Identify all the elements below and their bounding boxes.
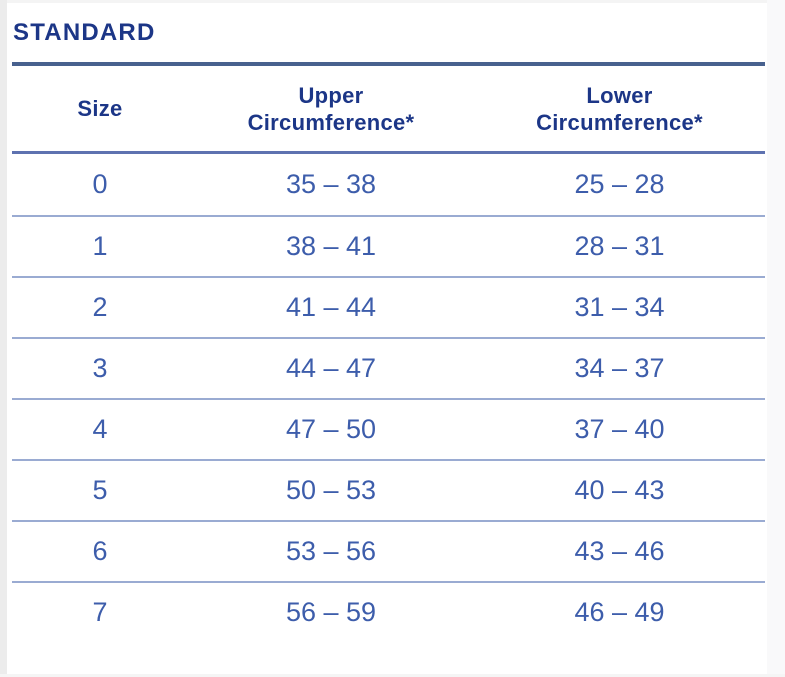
- header-label-line: Circumference*: [536, 109, 703, 135]
- cell-size: 5: [92, 475, 108, 505]
- cell-upper: 56 – 59: [285, 597, 377, 627]
- table-row: 5 50 – 53 40 – 43: [12, 459, 765, 520]
- table-row: 1 38 – 41 28 – 31: [12, 215, 765, 276]
- header-cell-lower-circumference: Lower Circumference*: [474, 82, 765, 136]
- table-row: 4 47 – 50 37 – 40: [12, 398, 765, 459]
- size-chart: STANDARD Size Upper Circumference* Lower…: [12, 0, 765, 642]
- table-row: 0 35 – 38 25 – 28: [12, 154, 765, 215]
- cell-size: 1: [92, 231, 108, 261]
- table-row: 6 53 – 56 43 – 46: [12, 520, 765, 581]
- cell-size: 4: [92, 414, 108, 444]
- cell-upper: 44 – 47: [285, 353, 377, 383]
- cell-upper: 35 – 38: [285, 169, 377, 199]
- title-rule: [12, 62, 765, 66]
- header-cell-size: Size: [12, 95, 188, 122]
- page-edge-left: [0, 0, 7, 677]
- cell-size: 3: [92, 353, 108, 383]
- cell-lower: 31 – 34: [574, 292, 665, 322]
- cell-upper: 47 – 50: [285, 414, 377, 444]
- cell-size: 6: [92, 536, 108, 566]
- header-cell-upper-circumference: Upper Circumference*: [188, 82, 474, 136]
- table-header-row: Size Upper Circumference* Lower Circumfe…: [12, 66, 765, 154]
- page-edge-top: [0, 0, 785, 3]
- cell-upper: 41 – 44: [285, 292, 377, 322]
- cell-lower: 34 – 37: [574, 353, 665, 383]
- header-label-line: Lower: [586, 82, 653, 108]
- cell-lower: 28 – 31: [574, 231, 665, 261]
- cell-upper: 38 – 41: [285, 231, 377, 261]
- cell-upper: 53 – 56: [285, 536, 377, 566]
- page-edge-right: [767, 0, 785, 677]
- cell-lower: 43 – 46: [574, 536, 665, 566]
- cell-lower: 25 – 28: [574, 169, 665, 199]
- page-edge-bottom: [0, 674, 785, 677]
- table-row: 3 44 – 47 34 – 37: [12, 337, 765, 398]
- cell-upper: 50 – 53: [285, 475, 377, 505]
- table-row: 7 56 – 59 46 – 49: [12, 581, 765, 642]
- header-label-line: Circumference*: [247, 109, 415, 135]
- cell-lower: 37 – 40: [574, 414, 665, 444]
- cell-lower: 46 – 49: [574, 597, 665, 627]
- header-label-line: Upper: [298, 82, 364, 108]
- cell-size: 7: [92, 597, 108, 627]
- header-label-line: Size: [77, 96, 123, 121]
- cell-size: 2: [92, 292, 108, 322]
- table-row: 2 41 – 44 31 – 34: [12, 276, 765, 337]
- size-chart-title: STANDARD: [13, 19, 156, 46]
- cell-size: 0: [92, 169, 108, 199]
- cell-lower: 40 – 43: [574, 475, 665, 505]
